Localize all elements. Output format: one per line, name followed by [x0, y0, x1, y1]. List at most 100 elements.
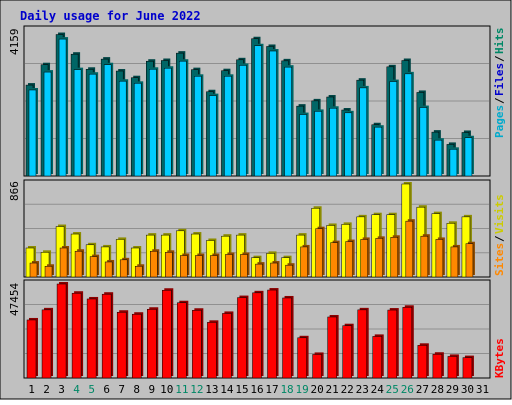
- day-label: 5: [88, 383, 95, 396]
- sites-bar: [104, 261, 113, 278]
- legend-hits: Hits: [493, 28, 506, 55]
- kbytes-bar: [116, 311, 127, 379]
- day-label: 10: [160, 383, 173, 396]
- legend-files: Files: [493, 63, 506, 96]
- sites-bar: [225, 254, 233, 278]
- kbytes-bar: [252, 292, 262, 379]
- files-bar: [449, 149, 458, 177]
- day-label: 17: [265, 383, 278, 396]
- sites-bar: [165, 252, 173, 278]
- kbytes-bar: [417, 345, 428, 379]
- kbytes-bar: [222, 313, 232, 379]
- day-label: 2: [43, 383, 50, 396]
- sites-bar: [330, 242, 338, 278]
- sites-bar: [435, 239, 444, 278]
- files-bar: [88, 73, 97, 177]
- day-label: 21: [326, 383, 339, 396]
- hits-panel: [23, 25, 491, 177]
- kbytes-bar: [26, 319, 37, 379]
- files-bar: [359, 87, 367, 177]
- hits-max-label: 4159: [8, 29, 21, 56]
- files-bar: [224, 76, 232, 177]
- sites-bar: [345, 241, 353, 278]
- day-axis-labels: 1 2 3 4 5 6 7 8 9 10 11 12 13 14 15 16 17 18 19 20 21 22 23 24 2…: [28, 383, 489, 396]
- files-bar: [314, 111, 322, 177]
- day-label: 20: [311, 383, 324, 396]
- sites-bar: [405, 220, 414, 278]
- sites-bar: [210, 255, 218, 278]
- visits-legend: Sites / Visits: [493, 194, 506, 276]
- files-bar: [28, 89, 37, 177]
- files-bar: [344, 112, 352, 177]
- kbytes-bar: [86, 298, 97, 379]
- sites-bar: [450, 246, 459, 278]
- day-label: 14: [220, 383, 234, 396]
- files-bar: [329, 107, 337, 177]
- day-label: 1: [28, 383, 35, 396]
- sites-bar: [285, 264, 293, 278]
- legend-visits: Visits: [493, 194, 506, 234]
- kbytes-bar: [41, 309, 52, 379]
- day-label: 11: [175, 383, 188, 396]
- day-label: 6: [103, 383, 110, 396]
- kbytes-bar: [162, 289, 172, 379]
- legend-sites: Sites: [493, 243, 506, 276]
- sites-bar: [89, 256, 98, 278]
- files-bar: [389, 81, 398, 177]
- kbytes-bar: [387, 309, 398, 379]
- sites-bar: [59, 247, 68, 278]
- hits-legend: Pages / Files / Hits: [493, 28, 506, 139]
- sites-bar: [315, 228, 323, 278]
- files-bar: [254, 45, 262, 177]
- kbytes-bar: [101, 293, 112, 379]
- sites-bar: [74, 250, 83, 278]
- files-bar: [43, 71, 52, 177]
- sites-bar: [150, 250, 158, 278]
- files-bar: [284, 66, 292, 177]
- kbytes-bar: [282, 297, 292, 379]
- files-bar: [239, 65, 247, 177]
- sites-bar: [180, 255, 188, 278]
- day-label: 3: [58, 383, 65, 396]
- day-label: 9: [148, 383, 155, 396]
- visits-max-label: 866: [8, 181, 21, 201]
- files-bar: [133, 83, 142, 177]
- day-label: 23: [356, 383, 369, 396]
- sites-bar: [44, 266, 53, 278]
- sites-bar: [255, 263, 263, 278]
- sites-bar: [420, 235, 429, 278]
- day-label: 25: [386, 383, 399, 396]
- sites-bar: [270, 262, 278, 278]
- kbytes-bar: [312, 354, 322, 379]
- kbytes-bar: [207, 322, 217, 379]
- legend-kbytes: KBytes: [493, 338, 506, 378]
- day-label: 19: [295, 383, 308, 396]
- kbytes-bar: [357, 309, 367, 379]
- day-label: 28: [431, 383, 444, 396]
- sites-bar: [375, 238, 383, 278]
- day-label: 24: [371, 383, 385, 396]
- sites-bar: [360, 239, 368, 278]
- day-label: 18: [280, 383, 293, 396]
- files-bar: [434, 139, 443, 177]
- files-bar: [149, 69, 157, 177]
- kbytes-bar: [297, 337, 307, 379]
- sites-bar: [240, 254, 248, 278]
- day-label: 7: [118, 383, 125, 396]
- sites-bar: [119, 259, 128, 278]
- sites-bar: [465, 243, 474, 278]
- kbytes-bar: [177, 302, 187, 379]
- files-bar: [299, 114, 307, 177]
- legend-sep-1: /: [493, 97, 506, 104]
- kbytes-bar: [71, 292, 82, 379]
- kbytes-bar: [327, 316, 337, 379]
- day-label: 15: [235, 383, 248, 396]
- kbytes-bar: [237, 297, 247, 379]
- legend-pages: Pages: [493, 105, 506, 138]
- kbytes-bar: [147, 309, 157, 379]
- day-label: 22: [341, 383, 354, 396]
- day-label: 12: [190, 383, 203, 396]
- day-label: 16: [250, 383, 263, 396]
